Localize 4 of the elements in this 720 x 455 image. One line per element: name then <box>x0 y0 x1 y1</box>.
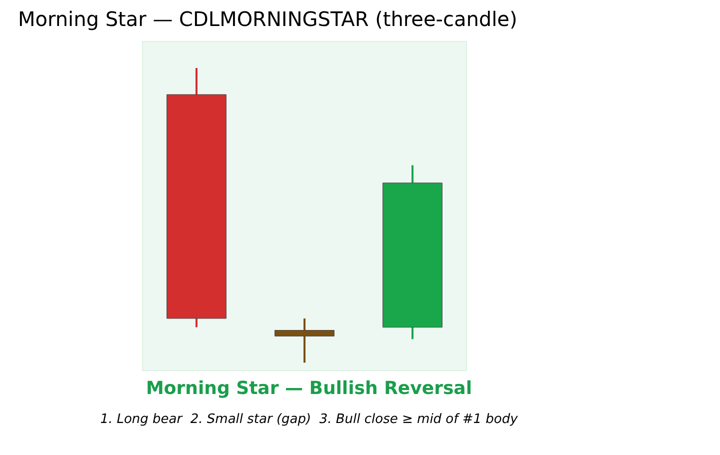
text: 1. Long bear 2. Small star (gap) 3. Bull close ≥ mid of #1 body <box>100 411 518 430</box>
text: Morning Star — Bullish Reversal <box>146 376 472 401</box>
candlestick <box>274 317 334 364</box>
chart-title: Morning Star — CDLMORNINGSTAR (three-candle) <box>18 6 518 33</box>
